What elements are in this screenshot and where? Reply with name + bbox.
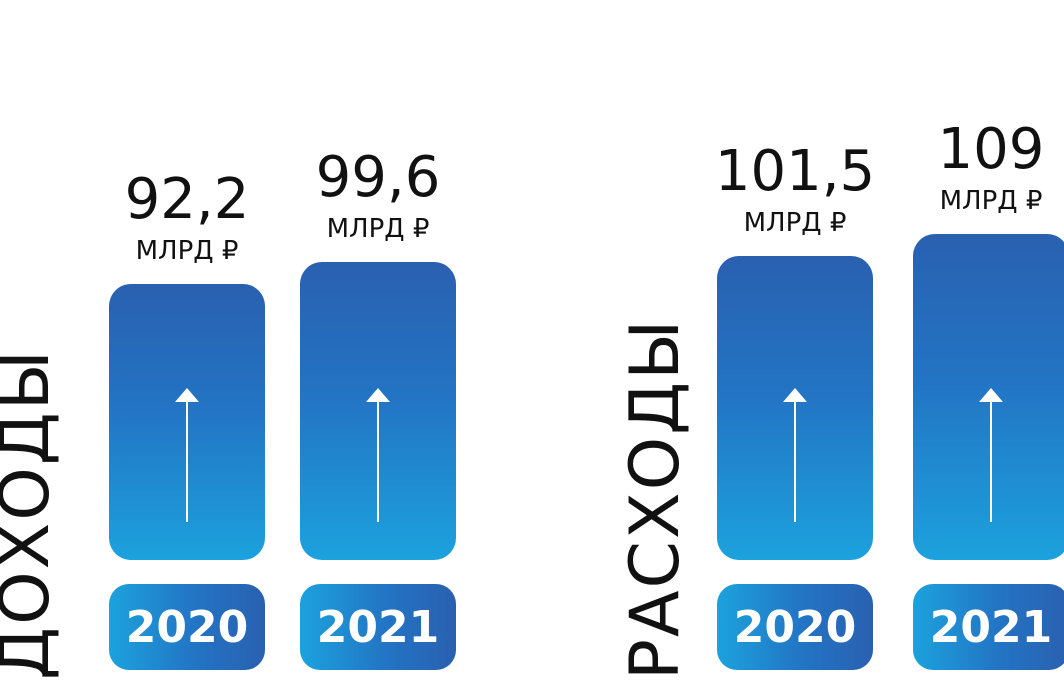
unit-label: МЛРД ₽ [326,214,430,244]
arrow-shaft [186,400,188,522]
year-badge: 2021 [913,584,1064,670]
expense-section-title: РАСХОДЫ [616,317,695,680]
up-arrow-icon [366,388,390,402]
value-label: 92,2 [124,167,250,232]
up-arrow-icon [979,388,1003,402]
up-arrow-icon [175,388,199,402]
year-badge: 2020 [717,584,873,670]
unit-label: МЛРД ₽ [939,186,1043,216]
year-badge: 2021 [300,584,456,670]
unit-label: МЛРД ₽ [135,236,239,266]
value-label: 109 [937,117,1045,182]
arrow-shaft [377,400,379,522]
arrow-shaft [794,400,796,522]
arrow-shaft [990,400,992,522]
income-section-title: ДОХОДЫ [0,348,65,680]
value-label: 101,5 [714,139,876,204]
value-label: 99,6 [315,145,441,210]
unit-label: МЛРД ₽ [743,208,847,238]
year-badge: 2020 [109,584,265,670]
up-arrow-icon [783,388,807,402]
